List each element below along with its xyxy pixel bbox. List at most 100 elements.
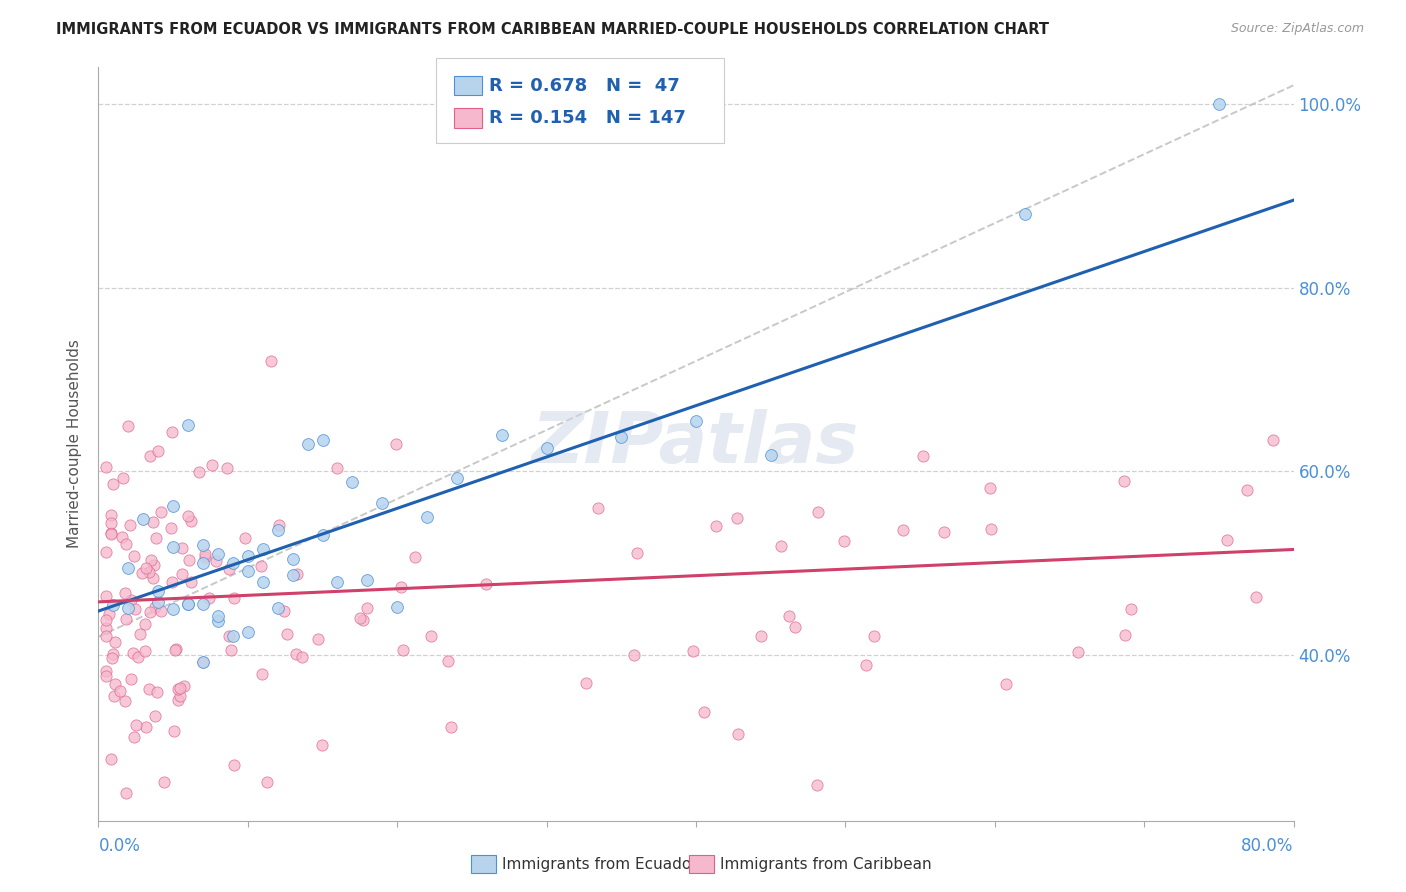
Point — [94, 629, 117, 643]
Point — [725, 510, 748, 524]
Point — [222, 556, 245, 570]
Point — [96, 544, 118, 558]
Point — [273, 604, 295, 618]
Point — [98, 607, 121, 621]
Point — [392, 643, 415, 657]
Point — [148, 444, 170, 458]
Point — [626, 546, 648, 560]
Point — [281, 552, 304, 566]
Point — [172, 567, 194, 582]
Point — [218, 562, 240, 576]
Point — [806, 778, 828, 792]
Point — [94, 459, 117, 474]
Point — [807, 505, 830, 519]
Point — [191, 556, 214, 570]
Point — [132, 511, 155, 525]
Point — [311, 434, 333, 448]
Point — [104, 677, 127, 691]
Point — [101, 476, 124, 491]
Point — [135, 720, 157, 734]
Point — [311, 738, 333, 752]
Point — [440, 720, 463, 734]
Point — [100, 751, 122, 765]
Point — [162, 602, 184, 616]
Text: Immigrants from Ecuador: Immigrants from Ecuador — [502, 857, 697, 871]
Point — [250, 559, 273, 574]
Point — [94, 590, 117, 604]
Point — [267, 518, 290, 533]
Point — [114, 694, 136, 708]
Point — [207, 547, 229, 561]
Point — [276, 626, 298, 640]
Point — [201, 458, 224, 473]
Point — [135, 561, 157, 575]
Text: IMMIGRANTS FROM ECUADOR VS IMMIGRANTS FROM CARIBBEAN MARRIED-COUPLE HOUSEHOLDS C: IMMIGRANTS FROM ECUADOR VS IMMIGRANTS FR… — [56, 22, 1049, 37]
Point — [160, 521, 183, 535]
Point — [979, 481, 1001, 495]
Point — [356, 574, 378, 588]
Point — [120, 517, 142, 532]
Point — [326, 575, 349, 590]
Point — [191, 655, 214, 669]
Text: 80.0%: 80.0% — [1241, 838, 1294, 855]
Point — [260, 354, 283, 368]
Point — [290, 649, 312, 664]
Point — [134, 617, 156, 632]
Point — [143, 558, 166, 572]
Point — [122, 730, 145, 744]
Point — [783, 620, 806, 634]
Point — [727, 727, 749, 741]
Point — [325, 461, 347, 475]
Point — [285, 647, 308, 661]
Point — [166, 693, 188, 707]
Point — [165, 642, 187, 657]
Point — [416, 510, 439, 524]
Point — [145, 531, 167, 545]
Point — [385, 600, 409, 615]
Point — [173, 679, 195, 693]
Point — [160, 425, 183, 440]
Point — [108, 684, 131, 698]
Point — [138, 682, 160, 697]
Point — [1244, 590, 1267, 604]
Point — [623, 648, 645, 662]
Point — [198, 591, 221, 606]
Point — [117, 600, 139, 615]
Point — [111, 471, 134, 485]
Point — [169, 690, 191, 704]
Point — [371, 496, 394, 510]
Point — [891, 523, 914, 537]
Point — [139, 449, 162, 463]
Point — [145, 709, 167, 723]
Point — [770, 539, 793, 553]
Point — [307, 632, 329, 647]
Text: Source: ZipAtlas.com: Source: ZipAtlas.com — [1230, 22, 1364, 36]
Point — [491, 428, 513, 442]
Point — [252, 541, 274, 556]
Point — [704, 518, 727, 533]
Point — [297, 437, 319, 451]
Point — [127, 649, 149, 664]
Point — [233, 532, 256, 546]
Point — [218, 629, 240, 643]
Point — [281, 567, 304, 582]
Point — [121, 646, 143, 660]
Point — [693, 706, 716, 720]
Point — [122, 549, 145, 563]
Point — [167, 681, 190, 696]
Point — [311, 527, 333, 541]
Point — [252, 666, 274, 681]
Point — [100, 516, 122, 531]
Point — [160, 574, 183, 589]
Point — [682, 643, 704, 657]
Point — [101, 648, 124, 662]
Point — [103, 598, 125, 612]
Point — [995, 676, 1018, 690]
Point — [94, 669, 117, 683]
Point — [142, 571, 165, 585]
Point — [101, 650, 124, 665]
Point — [236, 624, 259, 639]
Point — [177, 553, 200, 567]
Point — [120, 672, 142, 686]
Point — [536, 442, 558, 456]
